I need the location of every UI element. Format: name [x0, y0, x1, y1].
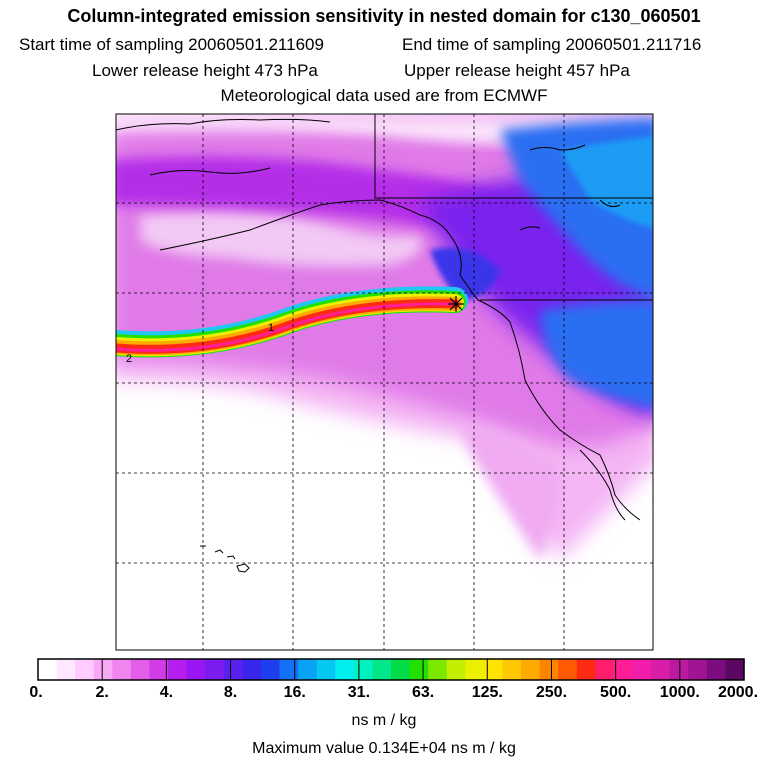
legend-tick-label: 63.	[411, 684, 435, 701]
legend-swatch	[93, 659, 113, 680]
end-time-label: End time of sampling 20060501.211716	[402, 35, 702, 54]
legend-swatch	[56, 659, 76, 680]
lower-release-label: Lower release height 473 hPa	[92, 61, 318, 80]
legend-tick-label: 0.	[29, 684, 43, 701]
legend-tick-label: 31.	[347, 684, 371, 701]
legend-swatch	[316, 659, 336, 680]
legend-swatch	[372, 659, 392, 680]
legend-tick-label: 125.	[471, 684, 503, 701]
legend-swatch	[409, 659, 429, 680]
legend-tick-label: 2000.	[717, 684, 759, 701]
legend-swatch	[149, 659, 169, 680]
legend-swatch	[130, 659, 151, 680]
legend-swatch	[502, 659, 522, 680]
legend-swatch	[75, 659, 95, 680]
legend-swatch	[242, 659, 262, 680]
legend-swatch	[558, 659, 578, 680]
start-time-label: Start time of sampling 20060501.211609	[19, 35, 324, 54]
legend-swatch	[391, 659, 411, 680]
legend-swatch	[688, 659, 708, 680]
legend-swatch	[186, 659, 206, 680]
figure-title: Column-integrated emission sensitivity i…	[67, 6, 701, 26]
legend-swatch	[298, 659, 318, 680]
hawaii-islands	[200, 545, 250, 573]
graticule	[116, 114, 653, 650]
legend-swatch	[446, 659, 466, 680]
legend-tick-label: 500.	[600, 684, 632, 701]
sensitivity-field	[116, 114, 653, 650]
plume-label-2: 2	[126, 353, 132, 365]
met-data-label: Meteorological data used are from ECMWF	[220, 86, 548, 105]
coastline	[116, 114, 653, 521]
legend-tick-label: 8.	[223, 684, 238, 701]
legend-swatch	[279, 659, 299, 680]
legend-swatch	[465, 659, 485, 680]
map-frame	[115, 113, 654, 651]
legend-swatch	[669, 659, 689, 680]
legend-swatch	[112, 659, 132, 680]
legend-swatch	[613, 659, 634, 680]
legend-swatch	[595, 659, 615, 680]
legend-swatch	[335, 659, 355, 680]
legend-swatch	[353, 659, 374, 680]
legend-swatch	[521, 659, 541, 680]
legend-swatch	[706, 659, 727, 680]
plume-label-1: 1	[268, 322, 274, 334]
legend-swatch	[483, 659, 504, 680]
upper-release-label: Upper release height 457 hPa	[404, 61, 630, 80]
legend-tick-label: 2.	[95, 684, 109, 701]
legend-swatch	[576, 659, 596, 680]
legend-swatch	[632, 659, 652, 680]
legend-tick-label: 4.	[159, 684, 174, 701]
legend-swatch	[223, 659, 243, 680]
legend-units: ns m / kg	[351, 712, 417, 729]
legend-swatch	[260, 659, 281, 680]
legend-tick-label: 1000.	[659, 684, 700, 701]
legend-tick-label: 16.	[283, 684, 306, 701]
legend-swatch	[38, 659, 58, 680]
legend-swatch	[428, 659, 448, 680]
legend-swatch	[539, 659, 559, 680]
legend-swatch	[168, 659, 188, 680]
legend-swatch	[651, 659, 671, 680]
maximum-value-label: Maximum value 0.134E+04 ns m / kg	[252, 740, 516, 757]
release-point-star-icon	[448, 296, 464, 312]
legend-swatch	[205, 659, 225, 680]
legend-tick-label: 250.	[535, 684, 568, 701]
legend-swatch	[725, 659, 745, 680]
